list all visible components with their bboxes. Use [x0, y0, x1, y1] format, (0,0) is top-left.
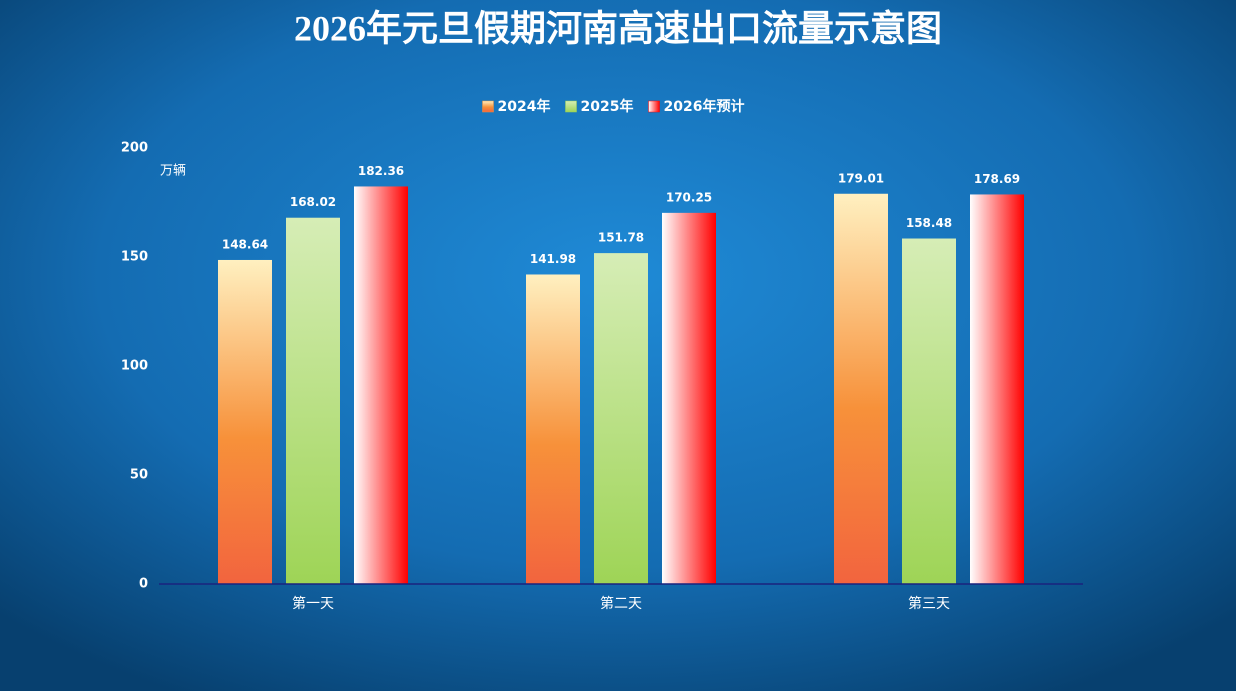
data-label: 168.02 — [290, 195, 336, 209]
data-label: 158.48 — [906, 216, 952, 230]
bar — [902, 238, 956, 584]
data-label: 182.36 — [358, 164, 404, 178]
legend-label: 2026年预计 — [664, 98, 745, 115]
chart-title: 2026年元旦假期河南高速出口流量示意图 — [294, 8, 942, 48]
legend-swatch — [648, 100, 660, 113]
bar — [594, 253, 648, 584]
bar — [834, 193, 888, 585]
bar — [662, 212, 716, 585]
y-tick-label: 50 — [130, 468, 148, 483]
x-tick-label: 第一天 — [292, 595, 334, 612]
y-tick-label: 0 — [139, 577, 148, 592]
bar — [526, 274, 580, 584]
x-tick-label: 第三天 — [908, 595, 950, 612]
data-label: 141.98 — [530, 252, 576, 266]
data-label: 178.69 — [974, 172, 1020, 186]
data-label: 151.78 — [598, 231, 644, 245]
y-tick-label: 100 — [121, 359, 148, 374]
y-tick-label: 200 — [121, 141, 148, 156]
legend-swatch — [482, 100, 494, 113]
y-tick-label: 150 — [121, 250, 148, 265]
data-label: 148.64 — [222, 237, 268, 251]
legend-label: 2025年 — [581, 98, 634, 115]
bar — [970, 194, 1024, 584]
bar — [218, 259, 272, 584]
x-tick-label: 第二天 — [600, 595, 642, 612]
legend-swatch — [565, 100, 577, 113]
data-label: 170.25 — [666, 190, 712, 204]
bar — [286, 217, 340, 584]
data-label: 179.01 — [838, 171, 884, 185]
y-axis-unit: 万辆 — [160, 164, 186, 179]
bar — [354, 186, 408, 584]
legend-label: 2024年 — [498, 98, 551, 115]
